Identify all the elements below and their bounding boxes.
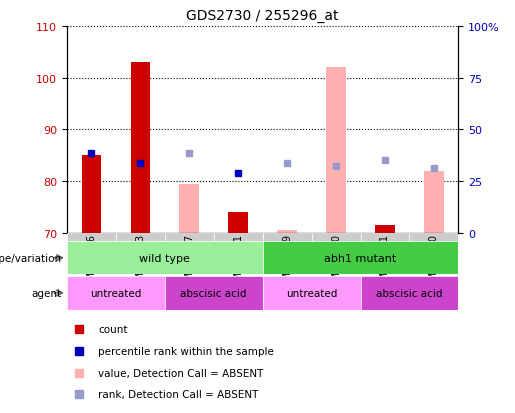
Text: GSM170896: GSM170896 [87,234,96,293]
Bar [375,225,395,233]
Bar [263,277,360,310]
Text: GSM170899: GSM170899 [282,234,292,293]
Bar [229,213,248,233]
Text: percentile rank within the sample: percentile rank within the sample [98,346,274,356]
Text: abscisic acid: abscisic acid [180,288,247,298]
Bar [360,277,458,310]
Bar [409,233,458,242]
Text: rank, Detection Call = ABSENT: rank, Detection Call = ABSENT [98,389,259,399]
Text: count: count [98,325,128,335]
Bar [165,233,214,242]
Text: GSM170940: GSM170940 [429,234,439,293]
Bar [67,277,165,310]
Bar [327,68,346,233]
Bar [263,242,458,275]
Bar [263,233,312,242]
Bar [360,233,409,242]
Bar [214,233,263,242]
Bar [67,242,263,275]
Text: GSM170911: GSM170911 [380,234,390,293]
Text: GSM170930: GSM170930 [331,234,341,293]
Text: agent: agent [32,288,62,298]
Bar [82,156,101,233]
Text: genotype/variation: genotype/variation [0,253,62,263]
Text: GSM170931: GSM170931 [233,234,243,293]
Text: abscisic acid: abscisic acid [376,288,443,298]
Title: GDS2730 / 255296_at: GDS2730 / 255296_at [186,9,339,23]
Bar [67,233,116,242]
Text: untreated: untreated [286,288,337,298]
Bar [424,171,444,233]
Bar [116,233,165,242]
Text: value, Detection Call = ABSENT: value, Detection Call = ABSENT [98,368,264,378]
Bar [312,233,360,242]
Text: untreated: untreated [90,288,142,298]
Bar [131,63,150,233]
Bar [180,184,199,233]
Text: abh1 mutant: abh1 mutant [324,253,397,263]
Text: GSM170897: GSM170897 [184,234,194,293]
Text: wild type: wild type [140,253,190,263]
Text: GSM170923: GSM170923 [135,234,145,293]
Bar [278,231,297,233]
Bar [165,277,263,310]
